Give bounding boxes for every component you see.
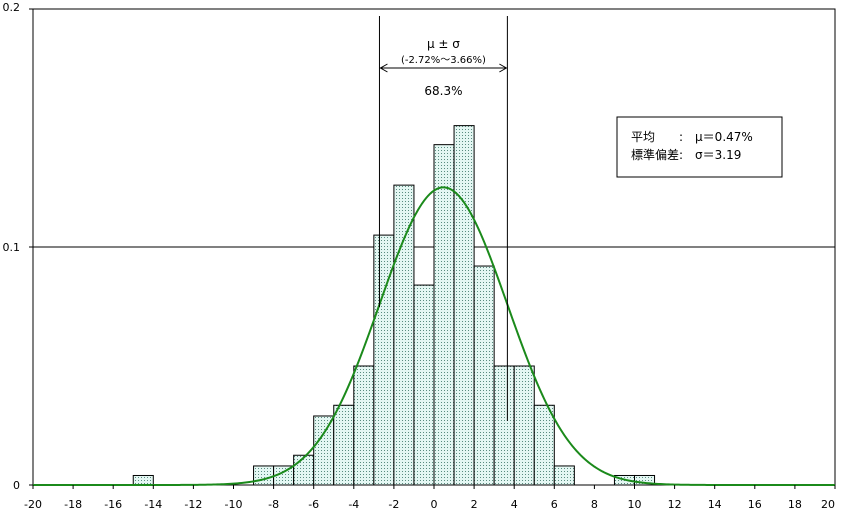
x-tick-label: -6 bbox=[308, 498, 319, 511]
x-tick-label: -4 bbox=[348, 498, 359, 511]
x-tick-labels: -20 -18 -16 -14 -12 -10 -8 -6 -4 -2 0 2 4 6 8 10 12 14 16 1… bbox=[24, 498, 835, 511]
histogram-bar bbox=[553, 465, 575, 486]
y-tick-label: 0.1 bbox=[3, 241, 21, 254]
histogram-bar bbox=[453, 125, 475, 486]
x-tick-label: -18 bbox=[64, 498, 82, 511]
histogram-bar bbox=[333, 404, 355, 486]
histogram-bar bbox=[533, 404, 555, 486]
x-tick-label: -14 bbox=[144, 498, 162, 511]
stddev-stat-label: 標準偏差: σ＝3.19 bbox=[631, 147, 741, 162]
y-tick-labels: 0 0.1 0.2 bbox=[3, 1, 21, 492]
histogram-bar bbox=[473, 265, 495, 486]
x-tick-label: -20 bbox=[24, 498, 42, 511]
x-tick-label: -2 bbox=[388, 498, 399, 511]
mean-stat-label: 平均 : μ＝0.47% bbox=[631, 130, 753, 144]
x-tick-label: 2 bbox=[471, 498, 478, 511]
arrow-left-icon bbox=[379, 63, 388, 73]
histogram-bar bbox=[513, 365, 535, 486]
arrow-right-icon bbox=[499, 63, 508, 73]
x-tick-label: 6 bbox=[551, 498, 558, 511]
y-tick-label: 0 bbox=[13, 479, 20, 492]
histogram-bar bbox=[634, 474, 656, 486]
histogram-bar bbox=[313, 415, 335, 486]
x-tick-label: 12 bbox=[668, 498, 682, 511]
x-tick-label: -12 bbox=[184, 498, 202, 511]
histogram-bar bbox=[433, 144, 455, 486]
histogram-bar bbox=[413, 284, 435, 486]
normal-curve-layer bbox=[33, 186, 835, 486]
x-tick-label: 4 bbox=[511, 498, 518, 511]
x-tick-label: -8 bbox=[268, 498, 279, 511]
y-tick-label: 0.2 bbox=[3, 1, 21, 14]
sigma-symbol-label: μ ± σ bbox=[427, 37, 460, 51]
x-tick-label: -10 bbox=[225, 498, 243, 511]
histogram-bar bbox=[493, 365, 515, 486]
x-tick-label: -16 bbox=[104, 498, 122, 511]
stats-box: 平均 : μ＝0.47% 標準偏差: σ＝3.19 bbox=[616, 116, 783, 178]
x-tick-label: 16 bbox=[748, 498, 762, 511]
sigma-annotation: μ ± σ (-2.72%〜3.66%) 68.3% bbox=[378, 16, 508, 421]
x-tick-label: 0 bbox=[431, 498, 438, 511]
x-tick-label: 18 bbox=[788, 498, 802, 511]
sigma-range-label: (-2.72%〜3.66%) bbox=[401, 55, 486, 66]
histogram-bar bbox=[393, 184, 415, 486]
x-tick-label: 10 bbox=[628, 498, 642, 511]
sigma-percent-label: 68.3% bbox=[424, 84, 462, 98]
histogram-bar bbox=[293, 454, 315, 486]
x-tick-label: 8 bbox=[591, 498, 598, 511]
histogram-bar bbox=[253, 465, 275, 486]
histogram-bar bbox=[353, 365, 375, 486]
axes bbox=[29, 8, 836, 489]
histogram-bar bbox=[132, 474, 154, 486]
normal-curve bbox=[33, 186, 835, 486]
x-tick-label: 20 bbox=[821, 498, 835, 511]
x-tick-label: 14 bbox=[708, 498, 722, 511]
histogram-bars bbox=[132, 125, 656, 486]
